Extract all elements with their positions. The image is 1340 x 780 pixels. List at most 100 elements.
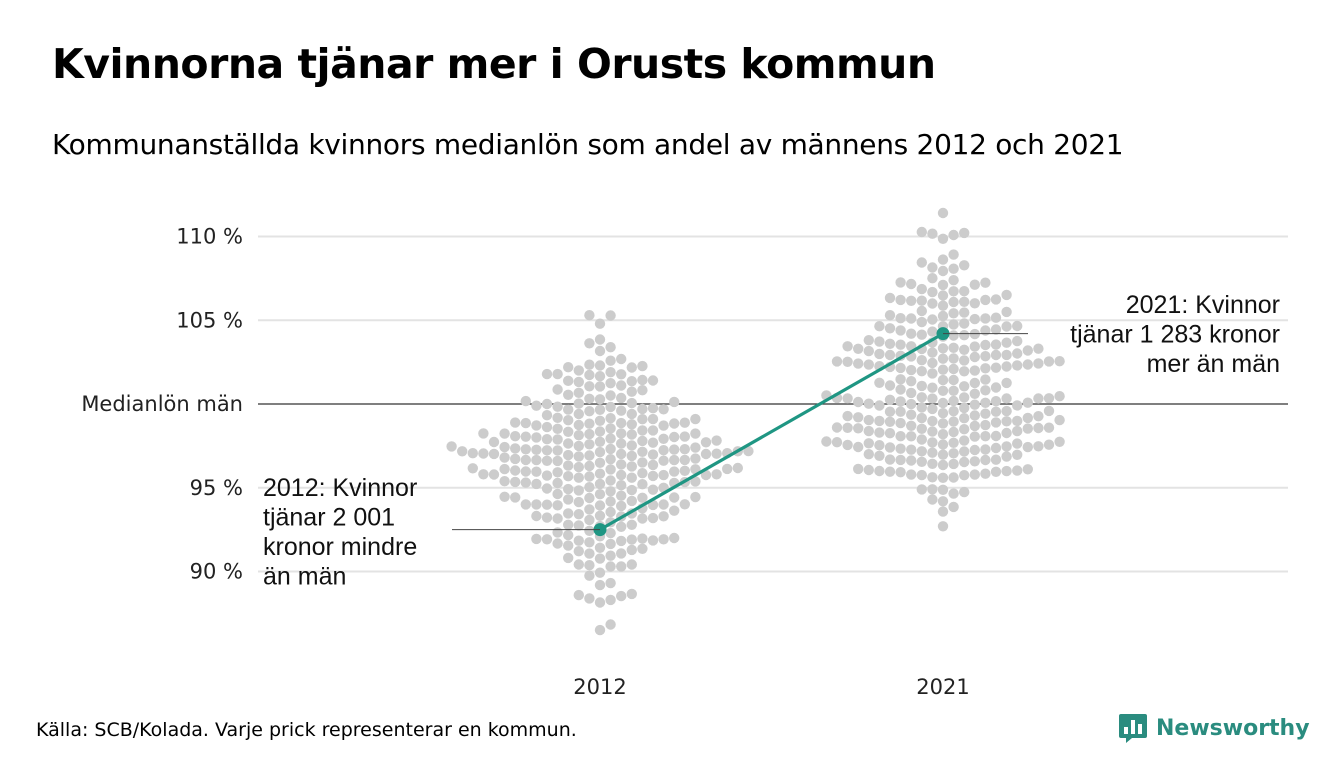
municipality-dot bbox=[594, 489, 606, 500]
y-tick-label: 90 % bbox=[190, 560, 243, 584]
municipality-dot bbox=[626, 362, 637, 373]
municipality-dot bbox=[520, 417, 531, 429]
municipality-dot bbox=[1001, 306, 1012, 318]
municipality-dot bbox=[916, 469, 927, 481]
municipality-dot bbox=[853, 343, 864, 354]
municipality-dot bbox=[573, 496, 584, 508]
municipality-dot bbox=[647, 484, 659, 495]
municipality-dot bbox=[916, 305, 927, 317]
municipality-dot bbox=[959, 470, 970, 481]
municipality-dot bbox=[499, 428, 510, 439]
municipality-dot bbox=[541, 512, 553, 523]
municipality-dot bbox=[842, 422, 853, 433]
municipality-dot bbox=[969, 469, 980, 480]
municipality-dot bbox=[990, 417, 1002, 428]
x-tick-label: 2021 bbox=[916, 675, 969, 699]
municipality-dot bbox=[937, 439, 949, 450]
municipality-dot bbox=[541, 398, 553, 410]
municipality-dot bbox=[658, 534, 669, 545]
municipality-dot bbox=[488, 436, 500, 448]
municipality-dot bbox=[969, 279, 980, 290]
municipality-dot bbox=[1012, 320, 1023, 332]
municipality-dot bbox=[884, 454, 896, 465]
municipality-dot bbox=[927, 228, 938, 239]
brand[interactable]: Newsworthy bbox=[1118, 712, 1310, 744]
municipality-dot bbox=[637, 543, 648, 554]
municipality-dot bbox=[563, 460, 574, 471]
municipality-dot bbox=[948, 472, 959, 483]
municipality-dot bbox=[584, 504, 595, 515]
municipality-dot bbox=[637, 479, 648, 490]
municipality-dot bbox=[1054, 356, 1065, 367]
municipality-dot bbox=[584, 548, 595, 559]
municipality-dot bbox=[863, 345, 874, 357]
municipality-dot bbox=[906, 455, 917, 466]
municipality-dot bbox=[948, 353, 959, 364]
municipality-dot bbox=[937, 290, 949, 301]
municipality-dot bbox=[669, 492, 680, 503]
municipality-dot bbox=[647, 437, 659, 448]
municipality-dot bbox=[1001, 416, 1012, 427]
municipality-dot bbox=[969, 420, 980, 432]
municipality-dot bbox=[594, 567, 606, 578]
municipality-dot bbox=[616, 480, 627, 491]
municipality-dot bbox=[626, 461, 637, 472]
municipality-dot bbox=[616, 438, 627, 449]
municipality-dot bbox=[669, 431, 680, 443]
municipality-dot bbox=[510, 453, 521, 465]
municipality-dot bbox=[594, 394, 606, 405]
municipality-dot bbox=[573, 451, 584, 462]
municipality-dot bbox=[626, 559, 637, 570]
municipality-dot bbox=[541, 434, 553, 445]
annotation-line: kronor mindre bbox=[263, 533, 417, 561]
municipality-dot bbox=[510, 431, 521, 442]
municipality-dot bbox=[1043, 393, 1055, 404]
municipality-dot bbox=[563, 404, 574, 415]
annotations: 2012: Kvinnor tjänar 2 001 kronor mindre än… bbox=[263, 291, 1280, 591]
municipality-dot bbox=[980, 454, 991, 466]
municipality-dot bbox=[948, 488, 959, 499]
municipality-dot bbox=[520, 454, 531, 466]
municipality-dot bbox=[874, 348, 885, 360]
municipality-dot bbox=[669, 396, 680, 408]
municipality-dot bbox=[563, 375, 574, 386]
x-axis: 2012 2021 bbox=[573, 675, 969, 699]
municipality-dot bbox=[884, 380, 896, 391]
municipality-dot bbox=[722, 463, 733, 475]
municipality-dot bbox=[616, 392, 627, 404]
municipality-dot bbox=[937, 279, 949, 291]
municipality-dot bbox=[937, 265, 949, 277]
municipality-dot bbox=[499, 441, 510, 453]
municipality-dot bbox=[573, 472, 584, 483]
municipality-dot bbox=[605, 454, 616, 465]
municipality-dot bbox=[1012, 400, 1023, 411]
municipality-dot bbox=[906, 295, 917, 306]
annotation-line: mer än män bbox=[1147, 350, 1280, 378]
municipality-dot bbox=[906, 387, 917, 399]
municipality-dot bbox=[916, 226, 927, 238]
municipality-dot bbox=[488, 448, 500, 460]
municipality-dot bbox=[990, 382, 1002, 393]
municipality-dot bbox=[1001, 441, 1012, 452]
municipality-dot bbox=[626, 408, 637, 420]
municipality-dot bbox=[1033, 343, 1044, 354]
municipality-dot bbox=[927, 347, 938, 358]
municipality-dot bbox=[948, 385, 959, 396]
municipality-dot bbox=[1022, 412, 1033, 424]
municipality-dot bbox=[1001, 361, 1012, 372]
municipality-dot bbox=[969, 410, 980, 421]
municipality-dot bbox=[959, 355, 970, 366]
municipality-dot bbox=[874, 450, 885, 461]
municipality-dot bbox=[916, 412, 927, 424]
municipality-dot bbox=[959, 227, 970, 239]
municipality-dot bbox=[863, 438, 874, 449]
municipality-dot bbox=[842, 341, 853, 352]
municipality-dot bbox=[853, 412, 864, 423]
municipality-dot bbox=[573, 589, 584, 601]
municipality-dot bbox=[584, 593, 595, 604]
municipality-dot bbox=[948, 330, 959, 341]
municipality-dot bbox=[563, 494, 574, 505]
municipality-dot bbox=[937, 343, 949, 354]
municipality-dot bbox=[605, 538, 616, 550]
municipality-dot bbox=[1001, 465, 1012, 477]
